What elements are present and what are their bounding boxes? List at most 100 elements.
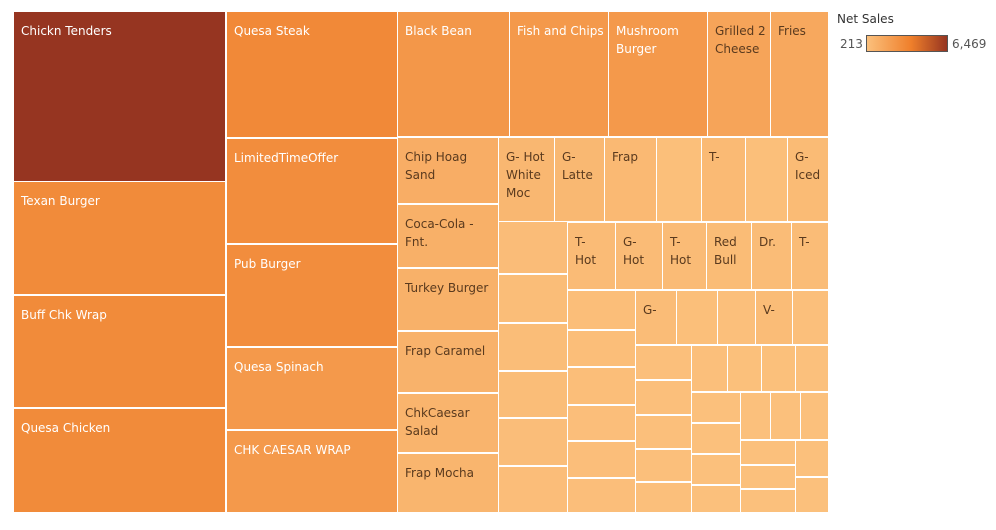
treemap-tile-unlabeled[interactable]	[499, 222, 568, 274]
tile-label: Black Bean	[405, 24, 472, 38]
treemap-tile[interactable]: LimitedTimeOffer	[227, 139, 398, 244]
tile-label: Frap	[612, 150, 638, 164]
treemap-tile-unlabeled[interactable]	[692, 346, 728, 392]
treemap-tile-unlabeled[interactable]	[793, 291, 829, 345]
treemap-tile-unlabeled[interactable]	[692, 486, 741, 513]
treemap-tile[interactable]: Texan Burger	[14, 182, 226, 295]
tile-label: Dr.	[759, 235, 776, 249]
tile-label: Chickn Tenders	[21, 24, 112, 38]
tile-label: Quesa Chicken	[21, 421, 111, 435]
tile-label: Texan Burger	[21, 194, 100, 208]
treemap-tile-unlabeled[interactable]	[499, 372, 568, 418]
tile-label: Grilled 2 Cheese	[715, 24, 766, 56]
treemap-tile-unlabeled[interactable]	[657, 138, 702, 222]
treemap-tile-unlabeled[interactable]	[499, 275, 568, 323]
treemap-tile[interactable]: Frap Caramel	[398, 332, 499, 393]
treemap-tile-unlabeled[interactable]	[796, 441, 829, 477]
treemap-tile[interactable]: Buff Chk Wrap	[14, 296, 226, 408]
treemap-tile-unlabeled[interactable]	[796, 478, 829, 513]
treemap-tile-unlabeled[interactable]	[636, 346, 692, 380]
tile-label: V-	[763, 303, 775, 317]
treemap-tile-unlabeled[interactable]	[636, 416, 692, 449]
treemap-tile-unlabeled[interactable]	[741, 441, 796, 465]
treemap-tile[interactable]: Red Bull	[707, 223, 752, 290]
legend-max-label: 6,469	[952, 37, 987, 51]
treemap-tile[interactable]: Frap Mocha	[398, 454, 499, 513]
treemap-tile[interactable]: G-	[636, 291, 677, 345]
tile-label: G- Iced	[795, 150, 821, 182]
treemap-tile-unlabeled[interactable]	[568, 331, 636, 367]
treemap-tile[interactable]: T- Hot	[663, 223, 707, 290]
legend-min-label: 213	[840, 37, 863, 51]
treemap-tile-unlabeled[interactable]	[692, 393, 741, 423]
color-legend: Net Sales 213 6,469	[836, 12, 992, 62]
treemap-tile[interactable]: CHK CAESAR WRAP	[227, 431, 398, 513]
treemap-tile[interactable]: G- Hot White Moc	[499, 138, 555, 222]
tile-label: T- Hot	[575, 235, 597, 267]
treemap-tile-unlabeled[interactable]	[692, 424, 741, 454]
treemap-tile[interactable]: Mushroom Burger	[609, 12, 708, 137]
treemap-tile[interactable]: T-	[702, 138, 746, 222]
treemap-tile-unlabeled[interactable]	[741, 490, 796, 513]
treemap-tile[interactable]: Quesa Chicken	[14, 409, 226, 513]
treemap-tile[interactable]: Pub Burger	[227, 245, 398, 347]
legend-gradient-bar	[866, 35, 948, 52]
treemap-tile-unlabeled[interactable]	[499, 419, 568, 466]
treemap-tile[interactable]: Fries	[771, 12, 829, 137]
treemap-tile-unlabeled[interactable]	[718, 291, 756, 345]
treemap-tile-unlabeled[interactable]	[499, 467, 568, 513]
treemap-tile-unlabeled[interactable]	[692, 455, 741, 485]
treemap-tile-unlabeled[interactable]	[741, 393, 771, 440]
treemap-tile-unlabeled[interactable]	[741, 466, 796, 489]
treemap-tile[interactable]: Coca-Cola - Fnt.	[398, 205, 499, 268]
treemap-tile-unlabeled[interactable]	[677, 291, 718, 345]
tile-label: Buff Chk Wrap	[21, 308, 107, 322]
treemap-tile-unlabeled[interactable]	[746, 138, 788, 222]
treemap-tile-unlabeled[interactable]	[568, 479, 636, 513]
treemap-tile-unlabeled[interactable]	[762, 346, 796, 392]
tile-label: Fries	[778, 24, 806, 38]
treemap-tile[interactable]: G- Hot	[616, 223, 663, 290]
treemap-tile[interactable]: Chickn Tenders	[14, 12, 226, 182]
tile-label: Frap Mocha	[405, 466, 474, 480]
treemap-tile-unlabeled[interactable]	[801, 393, 829, 440]
tile-label: ChkCaesar Salad	[405, 406, 470, 438]
treemap-tile-unlabeled[interactable]	[568, 442, 636, 478]
treemap-tile-unlabeled[interactable]	[636, 450, 692, 482]
treemap-tile[interactable]: Turkey Burger	[398, 269, 499, 331]
treemap-tile[interactable]: Quesa Steak	[227, 12, 398, 138]
tile-label: Frap Caramel	[405, 344, 486, 358]
treemap-tile-unlabeled[interactable]	[568, 291, 636, 330]
treemap-tile[interactable]: Fish and Chips	[510, 12, 609, 137]
treemap-tile-unlabeled[interactable]	[499, 324, 568, 371]
treemap-tile[interactable]: V-	[756, 291, 793, 345]
tile-label: Fish and Chips	[517, 24, 604, 38]
tile-label: G-	[643, 303, 657, 317]
treemap-tile[interactable]: Quesa Spinach	[227, 348, 398, 430]
treemap-tile[interactable]: Black Bean	[398, 12, 510, 137]
treemap-tile-unlabeled[interactable]	[568, 406, 636, 441]
treemap-tile-unlabeled[interactable]	[636, 483, 692, 513]
treemap-tile[interactable]: G- Latte	[555, 138, 605, 222]
tile-label: T-	[709, 150, 720, 164]
tile-label: Coca-Cola - Fnt.	[405, 217, 474, 249]
treemap-tile-unlabeled[interactable]	[728, 346, 762, 392]
tile-label: Turkey Burger	[405, 281, 489, 295]
treemap-tile[interactable]: G- Iced	[788, 138, 829, 222]
treemap-tile[interactable]: Chip Hoag Sand	[398, 138, 499, 204]
treemap-tile-unlabeled[interactable]	[568, 368, 636, 405]
tile-label: LimitedTimeOffer	[234, 151, 339, 165]
treemap-tile[interactable]: Dr.	[752, 223, 792, 290]
treemap-tile-unlabeled[interactable]	[636, 381, 692, 415]
treemap-tile[interactable]: Frap	[605, 138, 657, 222]
tile-label: Pub Burger	[234, 257, 301, 271]
tile-label: Chip Hoag Sand	[405, 150, 468, 182]
treemap-tile-unlabeled[interactable]	[796, 346, 829, 392]
treemap-tile[interactable]: ChkCaesar Salad	[398, 394, 499, 453]
treemap-tile[interactable]: Grilled 2 Cheese	[708, 12, 771, 137]
treemap-tile[interactable]: T- Hot	[568, 223, 616, 290]
tile-label: CHK CAESAR WRAP	[234, 443, 351, 457]
treemap-tile[interactable]: T-	[792, 223, 829, 290]
treemap-tile-unlabeled[interactable]	[771, 393, 801, 440]
